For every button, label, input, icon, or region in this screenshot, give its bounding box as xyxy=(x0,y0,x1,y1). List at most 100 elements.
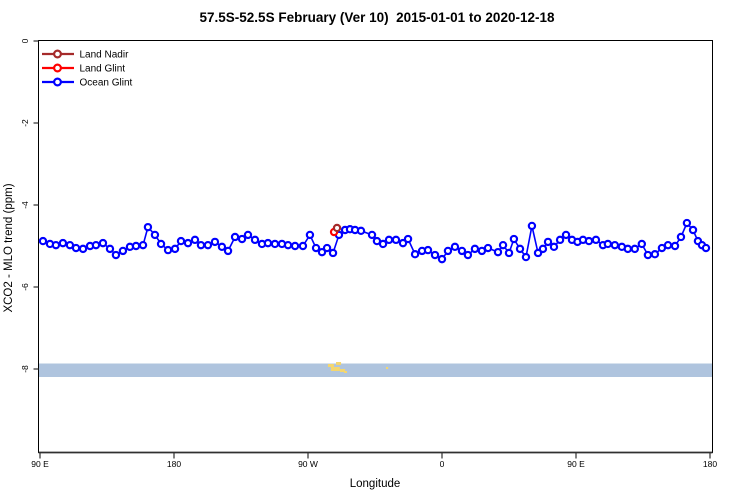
chart-title: 57.5S-52.5S February (Ver 10) 2015-01-01… xyxy=(200,10,555,25)
data-point xyxy=(463,250,473,260)
x-axis-title: Longitude xyxy=(350,478,401,490)
data-point xyxy=(78,244,88,254)
data-point xyxy=(493,247,503,257)
data-point xyxy=(143,222,153,232)
data-point xyxy=(457,246,467,256)
data-point xyxy=(58,238,68,248)
data-point xyxy=(637,239,647,249)
data-point xyxy=(105,244,115,254)
data-point xyxy=(378,239,388,249)
x-tick-label: 180 xyxy=(703,459,717,469)
data-point xyxy=(498,240,508,250)
data-point xyxy=(98,238,108,248)
data-point xyxy=(38,236,48,246)
land-mark xyxy=(386,367,389,369)
data-point xyxy=(443,246,453,256)
data-point xyxy=(527,221,537,231)
data-point xyxy=(591,235,601,245)
ocean-band xyxy=(39,363,712,377)
data-point xyxy=(676,232,686,242)
data-point xyxy=(203,240,213,250)
y-tick-label: 0 xyxy=(20,38,30,43)
data-point xyxy=(223,246,233,256)
data-point xyxy=(138,240,148,250)
data-point xyxy=(410,249,420,259)
data-point xyxy=(163,245,173,255)
land-mark xyxy=(340,369,346,372)
data-point xyxy=(311,243,321,253)
data-point xyxy=(270,239,280,249)
data-point xyxy=(356,226,366,236)
data-point xyxy=(650,249,660,259)
y-tick-label: -4 xyxy=(20,201,30,209)
data-point xyxy=(670,241,680,251)
data-point xyxy=(51,240,61,250)
data-point xyxy=(423,245,433,255)
data-point xyxy=(131,241,141,251)
y-tick-label: -6 xyxy=(20,283,30,291)
data-point xyxy=(317,247,327,257)
data-point xyxy=(263,238,273,248)
data-point xyxy=(71,243,81,253)
data-point xyxy=(561,230,571,240)
y-tick-label: -2 xyxy=(20,119,30,127)
series-ocean-glint xyxy=(38,218,711,264)
data-point xyxy=(367,230,377,240)
data-point xyxy=(584,236,594,246)
data-point xyxy=(701,243,711,253)
legend-marker xyxy=(52,49,62,59)
x-tick-label: 90 E xyxy=(31,459,49,469)
data-point xyxy=(156,239,166,249)
data-point xyxy=(250,235,260,245)
data-point xyxy=(603,239,613,249)
data-point xyxy=(118,246,128,256)
data-point xyxy=(623,244,633,254)
data-point xyxy=(555,235,565,245)
data-point xyxy=(328,248,338,258)
x-tick-label: 90 W xyxy=(298,459,318,469)
data-point xyxy=(183,238,193,248)
data-point xyxy=(230,232,240,242)
land-mark xyxy=(335,362,342,365)
data-point xyxy=(150,230,160,240)
data-point xyxy=(398,238,408,248)
legend-item-label: Land Nadir xyxy=(80,50,130,61)
land-mark xyxy=(327,364,334,367)
data-point xyxy=(176,236,186,246)
data-point xyxy=(217,242,227,252)
data-point xyxy=(196,240,206,250)
data-point xyxy=(688,225,698,235)
data-point xyxy=(483,243,493,253)
data-point xyxy=(437,254,447,264)
data-point xyxy=(538,244,548,254)
legend-item-label: Land Glint xyxy=(80,64,126,75)
data-point xyxy=(450,242,460,252)
data-point xyxy=(384,235,394,245)
legend-marker xyxy=(52,77,62,87)
data-point xyxy=(533,248,543,258)
data-point xyxy=(521,252,531,262)
data-point xyxy=(663,240,673,250)
data-point xyxy=(190,235,200,245)
data-point xyxy=(403,234,413,244)
data-point xyxy=(237,234,247,244)
data-point xyxy=(322,243,332,253)
data-point xyxy=(111,250,121,260)
data-point xyxy=(298,241,308,251)
land-mark xyxy=(344,371,348,373)
data-point xyxy=(543,237,553,247)
data-point xyxy=(170,244,180,254)
data-point xyxy=(210,237,220,247)
data-point xyxy=(243,230,253,240)
data-point xyxy=(610,240,620,250)
data-point xyxy=(549,242,559,252)
data-point xyxy=(91,240,101,250)
data-point xyxy=(682,218,692,228)
x-tick-label: 90 E xyxy=(567,459,585,469)
data-point xyxy=(391,235,401,245)
x-tick-label: 180 xyxy=(167,459,181,469)
data-point xyxy=(430,250,440,260)
